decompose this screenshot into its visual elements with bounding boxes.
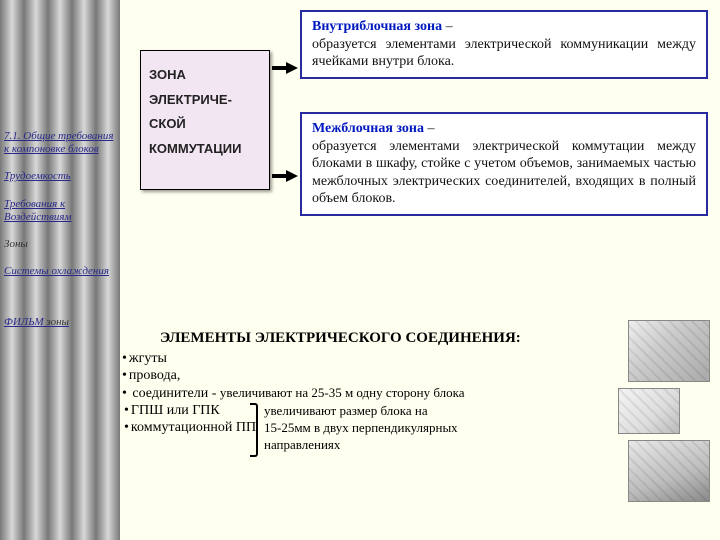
sidebar-nav: 7.1. Общие требования к компоновке блоко… <box>4 130 116 344</box>
sidebar: 7.1. Общие требования к компоновке блоко… <box>0 0 120 540</box>
arrow-icon <box>272 170 298 182</box>
nav-labor[interactable]: Трудоемкость <box>4 170 116 183</box>
content-area: ЗОНА ЭЛЕКТРИЧЕ- СКОЙ КОММУТАЦИИ Внутрибл… <box>120 0 720 540</box>
list-item: соединители - увеличивают на 25-35 м одн… <box>122 385 630 402</box>
zone-box-line: КОММУТАЦИИ <box>149 137 261 162</box>
description-sep: – <box>442 19 453 34</box>
description-body: образуется элементами электрической комм… <box>312 37 696 70</box>
description-header: Межблочная зона <box>312 121 424 136</box>
bracket-icon <box>250 403 258 457</box>
list-item: жгуты <box>122 351 630 367</box>
zone-box-line: ЗОНА <box>149 63 261 88</box>
description-header: Внутриблочная зона <box>312 19 442 34</box>
slide: 7.1. Общие требования к компоновке блоко… <box>0 0 720 540</box>
zone-box-line: ЭЛЕКТРИЧЕ- <box>149 88 261 113</box>
description-body: образуется элементами электрической комм… <box>312 139 696 207</box>
zone-box-line: СКОЙ <box>149 112 261 137</box>
bracket-group: ГПШ или ГПК коммутационной ПП увеличиваю… <box>120 403 630 436</box>
nav-cooling[interactable]: Системы охлаждения <box>4 265 116 278</box>
arrow-icon <box>272 62 298 74</box>
inter-block-zone-box: Межблочная зона – образуется элементами … <box>300 112 708 216</box>
nav-zones: Зоны <box>4 238 116 251</box>
elements-title: ЭЛЕМЕНТЫ ЭЛЕКТРИЧЕСКОГО СОЕДИНЕНИЯ: <box>120 330 630 347</box>
thumbnail-image <box>628 320 710 382</box>
zone-commutation-box: ЗОНА ЭЛЕКТРИЧЕ- СКОЙ КОММУТАЦИИ <box>140 50 270 190</box>
nav-film-zones[interactable]: ФИЛЬМ зоны <box>4 316 116 329</box>
elements-list: ЭЛЕМЕНТЫ ЭЛЕКТРИЧЕСКОГО СОЕДИНЕНИЯ: жгут… <box>120 330 630 437</box>
bracket-text: увеличивают размер блока на 15-25мм в дв… <box>264 403 544 454</box>
nav-impacts[interactable]: Требования к Воздействиям <box>4 198 116 224</box>
nav-general-requirements[interactable]: 7.1. Общие требования к компоновке блоко… <box>4 130 116 156</box>
list-item: провода, <box>122 368 630 384</box>
intra-block-zone-box: Внутриблочная зона – образуется элемента… <box>300 10 708 79</box>
description-sep: – <box>424 121 435 136</box>
thumbnail-image <box>628 440 710 502</box>
thumbnail-image <box>618 388 680 434</box>
